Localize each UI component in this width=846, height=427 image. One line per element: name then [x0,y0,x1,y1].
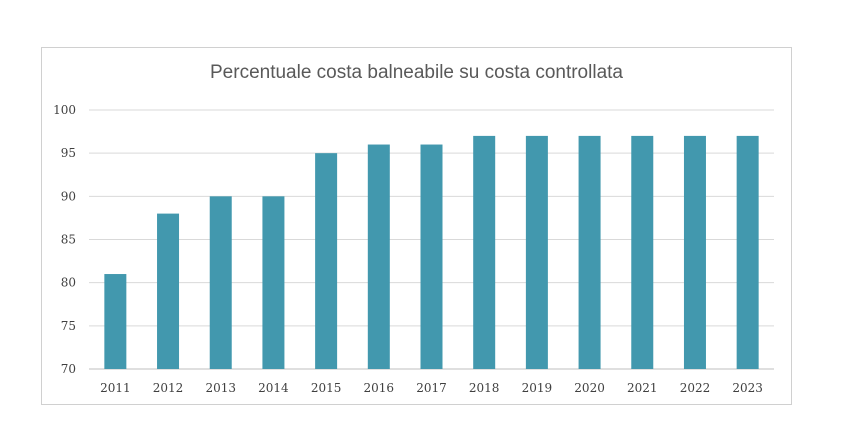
bar-2022 [683,135,706,369]
x-tick-label: 2022 [680,381,711,395]
bar-2015 [315,153,338,369]
y-tick-label: 75 [61,319,76,333]
y-tick-label: 100 [53,103,76,117]
y-tick-label: 80 [61,276,76,290]
x-tick-label: 2018 [469,381,500,395]
x-tick-label: 2013 [205,381,236,395]
bar-2021 [631,135,654,369]
x-tick-label: 2017 [416,381,447,395]
chart-title: Percentuale costa balneabile su costa co… [210,62,623,83]
bar-2013 [209,196,232,369]
y-axis-ticks: 70 75 80 85 90 95 100 [53,103,76,376]
x-tick-label: 2015 [311,381,342,395]
x-tick-label: 2011 [100,381,131,395]
bar-2012 [157,213,180,369]
bar-2020 [578,135,601,369]
x-tick-label: 2020 [574,381,605,395]
x-tick-label: 2016 [364,381,395,395]
bar-2018 [473,135,496,369]
x-tick-label: 2014 [258,381,289,395]
bar-2023 [736,135,759,369]
bar-2016 [367,144,390,369]
y-tick-label: 70 [61,362,76,376]
x-tick-label: 2021 [627,381,658,395]
x-tick-label: 2019 [522,381,553,395]
x-tick-label: 2012 [153,381,184,395]
bar-2017 [420,144,443,369]
bar-2011 [104,274,127,369]
x-axis-ticks: 2011 2012 2013 2014 2015 2016 2017 2018 2019 2020… [100,381,763,395]
y-tick-label: 85 [61,233,76,247]
bar-2014 [262,196,285,369]
bars [104,135,759,369]
bar-2019 [525,135,548,369]
y-tick-label: 90 [61,189,76,203]
x-tick-label: 2023 [732,381,763,395]
y-tick-label: 95 [61,146,76,160]
